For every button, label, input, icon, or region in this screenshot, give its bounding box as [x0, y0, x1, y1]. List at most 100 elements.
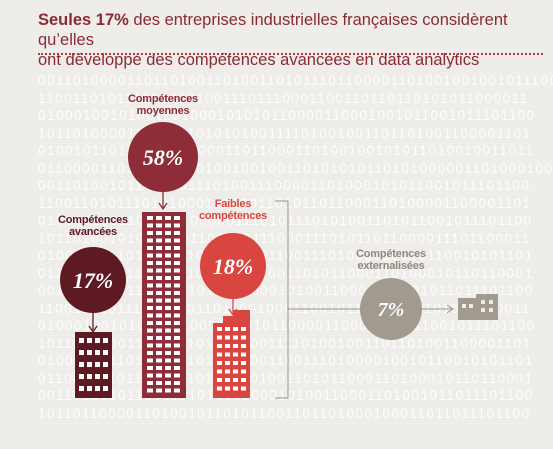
window — [165, 276, 171, 280]
outsource-arrow — [446, 304, 454, 314]
window — [147, 246, 153, 250]
window — [174, 373, 180, 378]
window — [174, 253, 180, 258]
connector-arrow — [158, 202, 168, 211]
window — [165, 298, 171, 303]
window — [95, 338, 100, 343]
value-circle — [360, 278, 422, 340]
window — [147, 223, 153, 228]
window — [233, 335, 238, 340]
small-building-part — [481, 308, 485, 312]
window — [165, 321, 171, 325]
window — [241, 386, 246, 391]
window — [217, 327, 222, 331]
window — [156, 351, 162, 355]
window — [241, 344, 246, 348]
window — [165, 246, 171, 250]
window — [165, 223, 171, 228]
window — [174, 268, 180, 273]
window — [147, 381, 153, 385]
building-icon — [75, 332, 112, 398]
window — [87, 350, 92, 355]
window — [147, 358, 153, 363]
value-label: 7% — [378, 299, 405, 321]
window — [174, 351, 180, 355]
small-building-part — [469, 304, 473, 308]
window — [156, 223, 162, 228]
window — [174, 261, 180, 265]
small-building-part — [489, 300, 493, 304]
window — [241, 352, 246, 357]
window — [233, 386, 238, 391]
window — [165, 366, 171, 370]
window — [217, 386, 222, 391]
window — [147, 351, 153, 355]
window — [156, 253, 162, 258]
window — [147, 238, 153, 243]
window — [87, 362, 92, 367]
window — [87, 374, 92, 379]
category-label: Compétences avancées — [48, 214, 138, 238]
window — [147, 336, 153, 340]
window — [174, 231, 180, 235]
window — [156, 268, 162, 273]
window — [103, 374, 108, 379]
small-building-part — [489, 308, 493, 312]
window — [165, 328, 171, 333]
window — [165, 343, 171, 348]
window — [147, 328, 153, 333]
window — [165, 291, 171, 295]
window — [174, 223, 180, 228]
window — [165, 238, 171, 243]
window — [174, 321, 180, 325]
value-label: 58% — [143, 145, 183, 170]
window — [165, 351, 171, 355]
building-roof — [233, 310, 250, 318]
window — [165, 268, 171, 273]
window — [147, 373, 153, 378]
window — [174, 358, 180, 363]
window — [147, 231, 153, 235]
window — [217, 344, 222, 348]
small-building-part — [481, 300, 485, 304]
window — [156, 283, 162, 288]
window — [79, 374, 84, 379]
window — [156, 328, 162, 333]
window — [174, 388, 180, 393]
window — [147, 261, 153, 265]
window — [79, 350, 84, 355]
window — [156, 313, 162, 318]
category-label-line: Compétences — [356, 248, 426, 260]
window — [147, 366, 153, 370]
window — [103, 386, 108, 391]
window — [174, 343, 180, 348]
window — [156, 373, 162, 378]
window — [156, 238, 162, 243]
category-label-line: compétences — [198, 210, 268, 222]
value-circle — [128, 122, 198, 192]
category-label-line: Compétences — [128, 93, 198, 105]
window — [147, 283, 153, 288]
window — [225, 386, 230, 391]
small-building-part — [462, 304, 466, 308]
window — [87, 386, 92, 391]
window — [241, 369, 246, 374]
window — [95, 350, 100, 355]
window — [225, 369, 230, 374]
window — [103, 350, 108, 355]
window — [174, 216, 180, 220]
window — [95, 374, 100, 379]
window — [225, 361, 230, 365]
window — [147, 298, 153, 303]
window — [147, 291, 153, 295]
skyscraper-icon — [142, 212, 186, 398]
window — [165, 381, 171, 385]
window — [241, 378, 246, 382]
category-label: Compétences externalisées — [346, 248, 436, 272]
title-line1: des entreprises industrielles françaises… — [38, 11, 508, 49]
window — [156, 388, 162, 393]
window — [87, 338, 92, 343]
window — [147, 321, 153, 325]
window — [174, 291, 180, 295]
